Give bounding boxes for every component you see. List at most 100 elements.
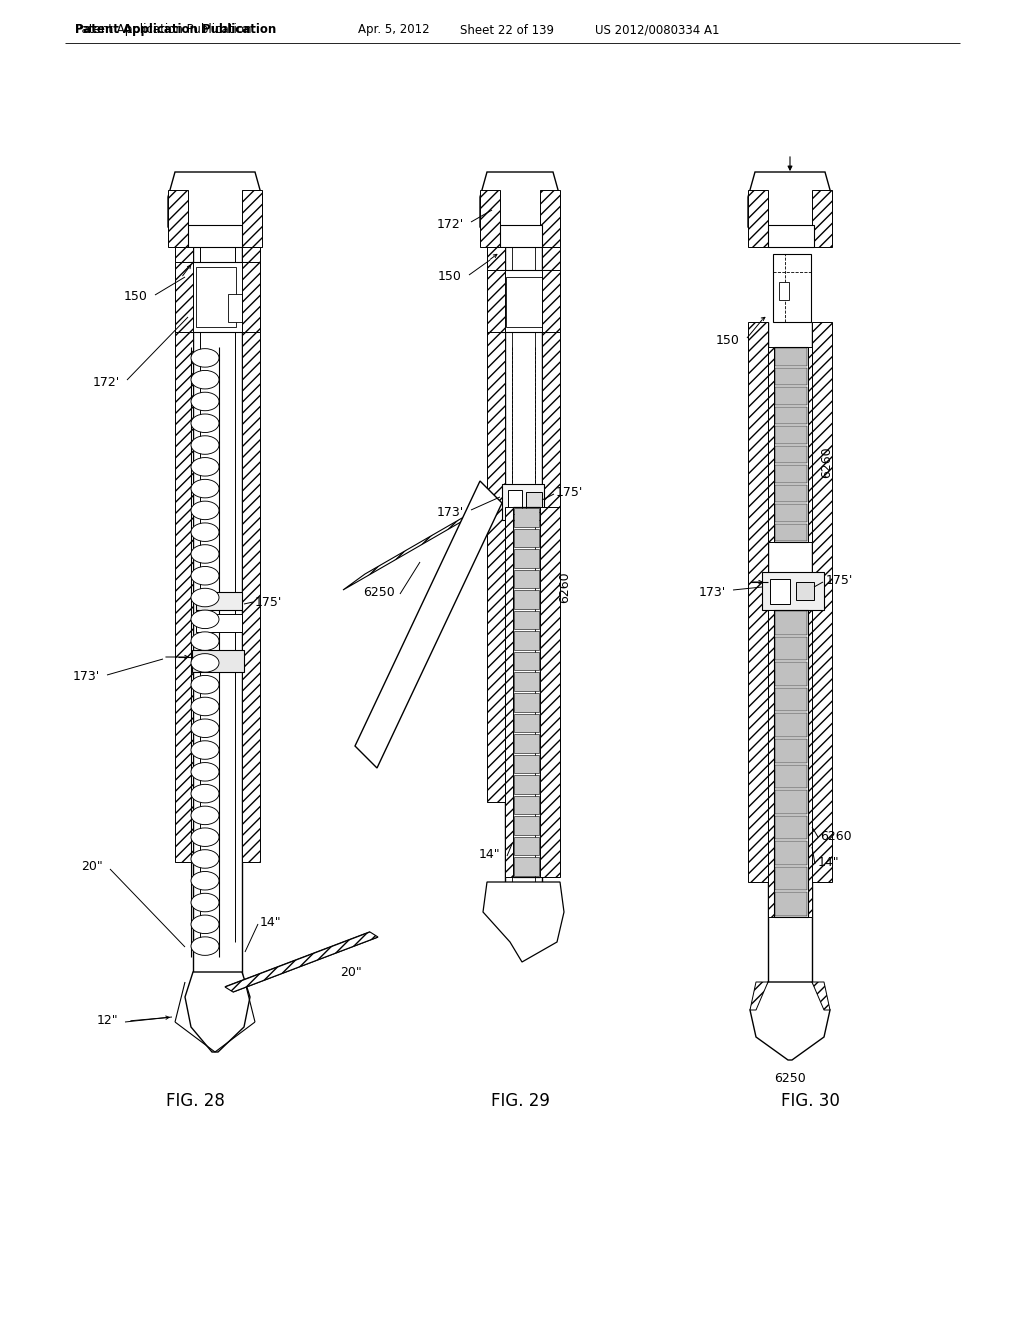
Bar xyxy=(779,282,790,300)
Text: 172': 172' xyxy=(437,218,464,231)
Ellipse shape xyxy=(191,653,219,672)
Ellipse shape xyxy=(191,828,219,846)
Polygon shape xyxy=(185,972,250,1052)
Ellipse shape xyxy=(191,348,219,367)
Bar xyxy=(514,693,539,711)
Bar xyxy=(775,841,807,865)
Bar xyxy=(188,261,248,333)
Text: 12": 12" xyxy=(96,1014,118,1027)
Bar xyxy=(506,277,542,327)
Ellipse shape xyxy=(191,676,219,694)
Ellipse shape xyxy=(191,741,219,759)
Bar xyxy=(514,816,539,834)
Text: 150: 150 xyxy=(438,271,462,284)
Bar xyxy=(514,672,539,690)
Bar xyxy=(196,591,242,610)
Bar xyxy=(514,837,539,855)
Ellipse shape xyxy=(191,458,219,477)
Text: 14": 14" xyxy=(478,847,500,861)
Text: 173': 173' xyxy=(73,671,100,684)
Bar xyxy=(196,614,242,632)
Polygon shape xyxy=(480,172,560,247)
Ellipse shape xyxy=(191,414,219,433)
Text: 20": 20" xyxy=(340,965,361,978)
Bar xyxy=(487,247,505,803)
Ellipse shape xyxy=(191,392,219,411)
Bar xyxy=(514,549,539,568)
Text: 14": 14" xyxy=(818,855,840,869)
Bar xyxy=(775,524,807,541)
Text: 6250: 6250 xyxy=(774,1072,806,1085)
Bar xyxy=(514,755,539,774)
Bar xyxy=(775,446,807,463)
Bar xyxy=(775,867,807,891)
Bar xyxy=(193,649,244,672)
Bar xyxy=(775,407,807,424)
Text: FIG. 30: FIG. 30 xyxy=(780,1092,840,1110)
Polygon shape xyxy=(242,190,262,247)
Polygon shape xyxy=(343,499,495,590)
Bar xyxy=(228,294,244,322)
Polygon shape xyxy=(812,190,831,247)
Bar xyxy=(775,387,807,404)
Ellipse shape xyxy=(191,915,219,933)
Ellipse shape xyxy=(191,807,219,825)
Bar xyxy=(514,714,539,733)
Bar xyxy=(775,764,807,788)
Polygon shape xyxy=(225,932,378,993)
Text: 175': 175' xyxy=(255,595,283,609)
Polygon shape xyxy=(355,480,502,768)
Bar xyxy=(775,348,807,366)
Text: 173': 173' xyxy=(698,586,726,598)
Bar xyxy=(505,507,513,876)
Polygon shape xyxy=(812,982,830,1010)
Bar xyxy=(775,367,807,385)
Text: 172': 172' xyxy=(93,375,120,388)
Bar xyxy=(775,484,807,502)
Bar xyxy=(514,796,539,814)
Ellipse shape xyxy=(191,502,219,520)
Bar xyxy=(774,610,808,917)
Bar xyxy=(774,347,808,543)
Bar xyxy=(514,528,539,546)
Ellipse shape xyxy=(191,719,219,738)
Bar xyxy=(775,611,807,635)
Bar xyxy=(514,631,539,649)
Text: Apr. 5, 2012: Apr. 5, 2012 xyxy=(358,24,430,37)
Bar xyxy=(513,507,540,876)
Polygon shape xyxy=(168,190,188,247)
Bar xyxy=(773,253,811,322)
Bar xyxy=(762,572,824,610)
Bar xyxy=(514,508,539,527)
Text: 6260: 6260 xyxy=(558,572,571,603)
Text: 14": 14" xyxy=(260,916,282,928)
Bar xyxy=(542,271,560,333)
Text: FIG. 28: FIG. 28 xyxy=(166,1092,224,1110)
Polygon shape xyxy=(168,172,262,247)
Bar xyxy=(775,713,807,737)
Text: 6250: 6250 xyxy=(364,586,395,598)
Ellipse shape xyxy=(191,697,219,715)
Bar xyxy=(775,816,807,840)
Bar xyxy=(502,484,544,520)
Text: 150: 150 xyxy=(716,334,740,346)
Ellipse shape xyxy=(191,850,219,869)
Polygon shape xyxy=(483,882,564,962)
Bar xyxy=(775,504,807,521)
Bar xyxy=(514,734,539,752)
Bar xyxy=(514,590,539,609)
Bar xyxy=(775,426,807,444)
Ellipse shape xyxy=(191,763,219,781)
Bar xyxy=(770,579,790,605)
Polygon shape xyxy=(480,190,500,247)
Ellipse shape xyxy=(191,784,219,803)
Polygon shape xyxy=(748,172,831,247)
Bar xyxy=(242,247,260,862)
Ellipse shape xyxy=(191,632,219,651)
Text: 6260: 6260 xyxy=(820,446,833,478)
Ellipse shape xyxy=(191,371,219,389)
Bar xyxy=(514,775,539,793)
Text: US 2012/0080334 A1: US 2012/0080334 A1 xyxy=(595,24,720,37)
Bar xyxy=(514,611,539,630)
Bar xyxy=(775,636,807,660)
